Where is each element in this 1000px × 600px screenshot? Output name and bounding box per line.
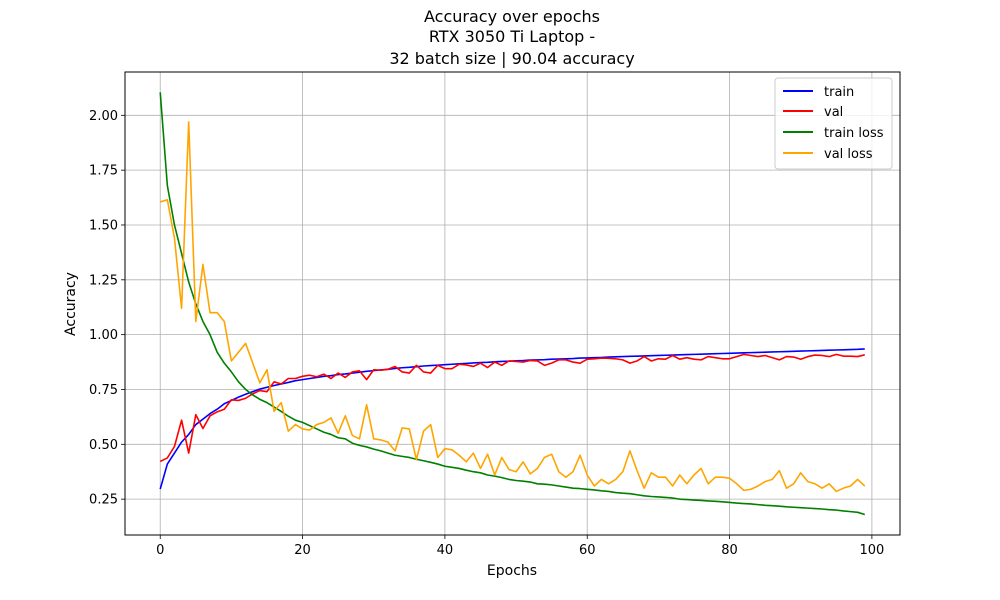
legend-box (774, 77, 893, 170)
series-line-val (159, 353, 865, 463)
y-tick-label: 2.00 (89, 109, 118, 124)
data-series (159, 92, 866, 516)
axes: 0 20 40 60 80 100 0.25 0.50 0.75 1.00 1.25 1.50 1.75… (89, 109, 884, 558)
y-tick-label: 1.00 (89, 328, 118, 343)
y-tick-label: 1.50 (89, 218, 118, 233)
x-tick-label: 80 (721, 543, 738, 558)
plot-area-frame (124, 71, 901, 536)
chart-title-line-2: RTX 3050 Ti Laptop - (429, 27, 595, 46)
series-line-train-loss (159, 92, 866, 516)
legend-label-train-loss: train loss (824, 126, 884, 141)
x-tick-label: 100 (859, 543, 884, 558)
chart-title-line-3: 32 batch size | 90.04 accuracy (389, 49, 634, 68)
y-tick-label: 1.75 (89, 164, 118, 179)
y-axis-label: Accuracy (63, 272, 79, 336)
x-tick-label: 0 (156, 543, 164, 558)
legend: train val train loss val loss (774, 77, 893, 170)
x-tick-label: 60 (579, 543, 596, 558)
y-tick-label: 0.25 (89, 493, 118, 508)
y-tick-label: 0.50 (89, 438, 118, 453)
x-tick-label: 20 (294, 543, 311, 558)
x-axis-label: Epochs (487, 563, 537, 579)
x-tick-label: 40 (437, 543, 454, 558)
legend-label-val-loss: val loss (824, 147, 873, 162)
legend-label-val: val (824, 105, 843, 120)
chart-title-line-1: Accuracy over epochs (424, 7, 600, 26)
grid-lines (125, 72, 900, 535)
legend-label-train: train (824, 85, 854, 100)
series-line-val-loss (159, 121, 866, 493)
y-tick-label: 1.25 (89, 273, 118, 288)
y-tick-label: 0.75 (89, 383, 118, 398)
